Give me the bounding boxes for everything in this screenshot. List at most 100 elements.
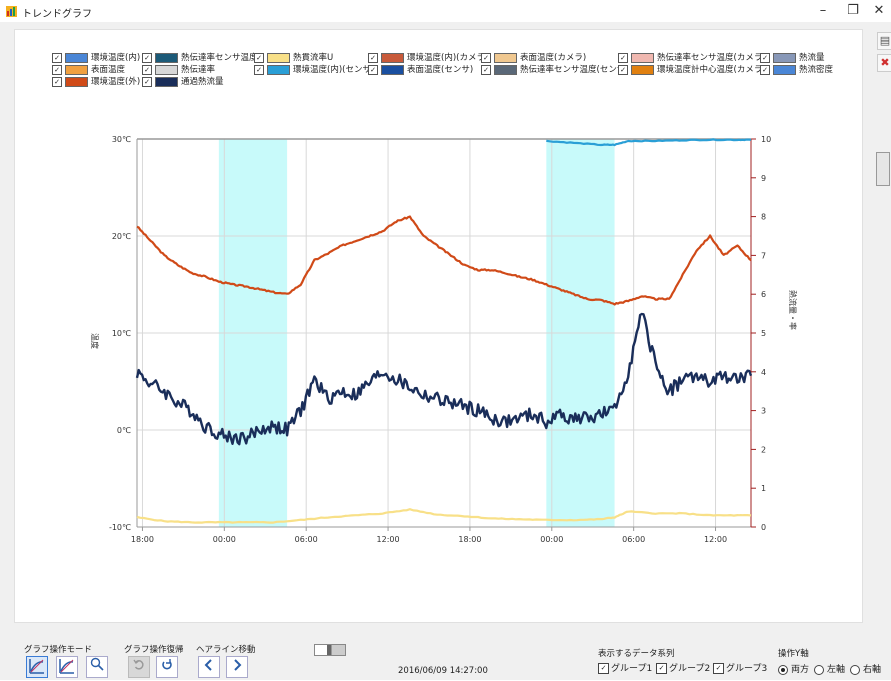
radio-dot-icon: [778, 664, 788, 675]
x-tick-label: 00:00: [540, 535, 563, 544]
undo-button[interactable]: [128, 656, 150, 678]
y-right-tick-label: 8: [761, 213, 766, 222]
series-group-label: 表示するデータ系列: [598, 649, 675, 659]
legend-item[interactable]: ✓ 熱伝達率センサ温度(カメラ): [618, 52, 766, 64]
legend-item[interactable]: ✓ 環境温度計中心温度(カメラ): [618, 64, 766, 76]
legend-label: 熱伝達率センサ温度(カメラ): [657, 53, 766, 63]
legend-swatch: [381, 65, 404, 75]
checkbox-icon[interactable]: ✓: [760, 53, 770, 63]
axis-left-radio[interactable]: 左軸: [814, 662, 845, 675]
legend-item[interactable]: ✓ 熱貫流率U: [254, 52, 333, 64]
y-right-tick-label: 5: [761, 329, 766, 338]
y-left-tick-label: 20℃: [112, 232, 131, 241]
legend-item[interactable]: ✓ 通過熱流量: [142, 76, 224, 88]
group1-checkbox[interactable]: ✓ グループ1: [598, 661, 652, 674]
checkbox-icon[interactable]: ✓: [254, 53, 264, 63]
reset-button[interactable]: [156, 656, 178, 678]
legend-label: 環境温度(外): [91, 77, 141, 87]
legend-item[interactable]: ✓ 環境温度(内)(センサ): [254, 64, 374, 76]
legend-item[interactable]: ✓ 熱伝達率センサ温度(センサ): [481, 64, 629, 76]
checkbox-icon[interactable]: ✓: [481, 65, 491, 75]
legend-label: 環境温度(内)(カメラ): [407, 53, 489, 63]
checkbox-icon[interactable]: ✓: [481, 53, 491, 63]
y-left-axis-label: 温度: [90, 333, 100, 349]
scroll-thumb[interactable]: [876, 152, 890, 186]
hairline-toggle[interactable]: [314, 644, 346, 656]
radio-dot-icon: [814, 664, 824, 675]
legend-swatch: [631, 65, 654, 75]
checkbox-icon[interactable]: ✓: [254, 65, 264, 75]
minimize-button[interactable]: –: [819, 3, 827, 18]
checkbox-icon[interactable]: ✓: [142, 65, 152, 75]
legend-item[interactable]: ✓ 熱伝達率センサ温度: [142, 52, 258, 64]
y-right-tick-label: 3: [761, 407, 766, 416]
restore-button[interactable]: ❐: [847, 3, 859, 18]
legend-swatch: [267, 65, 290, 75]
legend-swatch: [65, 77, 88, 87]
axis-both-radio[interactable]: 両方: [778, 662, 809, 675]
legend-swatch: [773, 53, 796, 63]
chevron-left-icon: [204, 659, 212, 671]
legend-item[interactable]: ✓ 表面温度(センサ): [368, 64, 473, 76]
checkbox-icon[interactable]: ✓: [368, 53, 378, 63]
legend-item[interactable]: ✓ 環境温度(内): [52, 52, 140, 64]
axis-both-label: 両方: [791, 665, 810, 675]
legend-label: 環境温度計中心温度(カメラ): [657, 65, 766, 75]
y-right-tick-label: 7: [761, 251, 766, 260]
legend-item[interactable]: ✓ 環境温度(内)(カメラ): [368, 52, 488, 64]
axis-left-label: 左軸: [827, 665, 846, 675]
checkbox-icon[interactable]: ✓: [52, 65, 62, 75]
hairline-prev-button[interactable]: [198, 656, 220, 678]
checkbox-icon[interactable]: ✓: [618, 53, 628, 63]
group3-label: グループ3: [726, 664, 768, 674]
mode-fit-button[interactable]: [26, 656, 48, 678]
export-icon[interactable]: ▤: [877, 32, 891, 50]
legend-item[interactable]: ✓ 熱伝達率: [142, 64, 215, 76]
legend-swatch: [773, 65, 796, 75]
y-right-tick-label: 2: [761, 445, 766, 454]
check-icon: ✓: [598, 663, 609, 674]
mode-zoom-area-button[interactable]: [56, 656, 78, 678]
checkbox-icon[interactable]: ✓: [760, 65, 770, 75]
legend-item[interactable]: ✓ 熱流量: [760, 52, 825, 64]
legend-item[interactable]: ✓ 環境温度(外): [52, 76, 140, 88]
group2-checkbox[interactable]: ✓ グループ2: [656, 661, 710, 674]
legend-label: 表面温度(カメラ): [520, 53, 587, 63]
legend-item[interactable]: ✓ 表面温度(カメラ): [481, 52, 586, 64]
y-right-axis-label: 熱流量・率: [788, 290, 798, 330]
y-left-tick-label: 10℃: [112, 329, 131, 338]
checkbox-icon[interactable]: ✓: [52, 77, 62, 87]
legend-label: 環境温度(内)(センサ): [293, 65, 375, 75]
checkbox-icon[interactable]: ✓: [618, 65, 628, 75]
legend-swatch: [494, 65, 517, 75]
graph-area-icon: [59, 659, 74, 674]
checkbox-icon[interactable]: ✓: [368, 65, 378, 75]
delete-icon[interactable]: ✖: [877, 54, 891, 72]
legend-label: 熱貫流率U: [293, 53, 334, 63]
group3-checkbox[interactable]: ✓ グループ3: [713, 661, 767, 674]
legend-swatch: [155, 53, 178, 63]
checkbox-icon[interactable]: ✓: [52, 53, 62, 63]
y-right-tick-label: 9: [761, 174, 766, 183]
axis-right-label: 右軸: [863, 665, 882, 675]
chevron-right-icon: [234, 659, 242, 671]
close-button[interactable]: ✕: [873, 3, 885, 18]
graph-fit-icon: [29, 659, 44, 674]
x-tick-label: 06:00: [622, 535, 645, 544]
x-tick-label: 18:00: [131, 535, 154, 544]
legend-swatch: [631, 53, 654, 63]
legend-label: 熱伝達率: [181, 65, 216, 75]
checkbox-icon[interactable]: ✓: [142, 77, 152, 87]
zoom-button[interactable]: [86, 656, 108, 678]
check-icon: ✓: [656, 663, 667, 674]
axis-right-radio[interactable]: 右軸: [850, 662, 881, 675]
legend-item[interactable]: ✓ 表面温度: [52, 64, 125, 76]
timestamp: 2016/06/09 14:27:00: [398, 666, 488, 676]
chart-panel: [14, 29, 863, 623]
legend-item[interactable]: ✓ 熱流密度: [760, 64, 833, 76]
legend-swatch: [494, 53, 517, 63]
hairline-next-button[interactable]: [226, 656, 248, 678]
checkbox-icon[interactable]: ✓: [142, 53, 152, 63]
legend-label: 熱流量: [799, 53, 825, 63]
